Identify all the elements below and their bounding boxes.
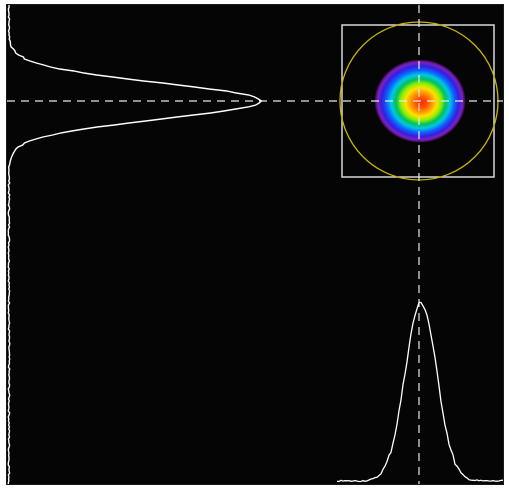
beam-scene [7, 5, 503, 484]
vertical-intensity-profile [7, 5, 263, 484]
beam-display[interactable] [6, 4, 504, 485]
roi-box[interactable] [341, 24, 495, 178]
horizontal-intensity-profile [336, 301, 503, 483]
